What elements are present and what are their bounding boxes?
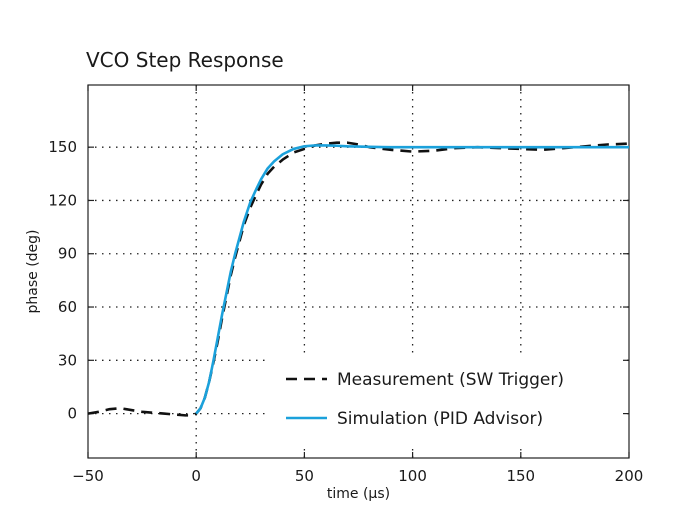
x-tick-label: 200 <box>615 467 644 485</box>
y-axis-label: phase (deg) <box>25 229 41 313</box>
y-tick-label: 90 <box>58 245 77 263</box>
x-tick-label: 50 <box>295 467 314 485</box>
legend-simulation-label: Simulation (PID Advisor) <box>337 409 543 429</box>
x-tick-label: 0 <box>191 467 201 485</box>
legend-background <box>270 355 622 447</box>
x-tick-label: 150 <box>506 467 535 485</box>
x-tick-label: −50 <box>72 467 104 485</box>
chart-title: VCO Step Response <box>86 48 284 72</box>
x-axis-ticks: −50 0 50 100 150 200 <box>72 85 643 485</box>
series-group <box>87 141 630 417</box>
y-tick-label: 30 <box>58 351 77 369</box>
y-tick-label: 120 <box>48 191 77 209</box>
y-tick-label: 60 <box>58 298 77 316</box>
simulation-series-line <box>195 144 629 415</box>
plot-frame <box>87 84 630 459</box>
x-axis-label: time (μs) <box>327 486 390 502</box>
x-tick-label: 100 <box>398 467 427 485</box>
legend-measurement-label: Measurement (SW Trigger) <box>337 370 564 390</box>
y-tick-label: 0 <box>67 405 77 423</box>
y-tick-label: 150 <box>48 138 77 156</box>
legend: Measurement (SW Trigger) Simulation (PID… <box>270 355 622 447</box>
